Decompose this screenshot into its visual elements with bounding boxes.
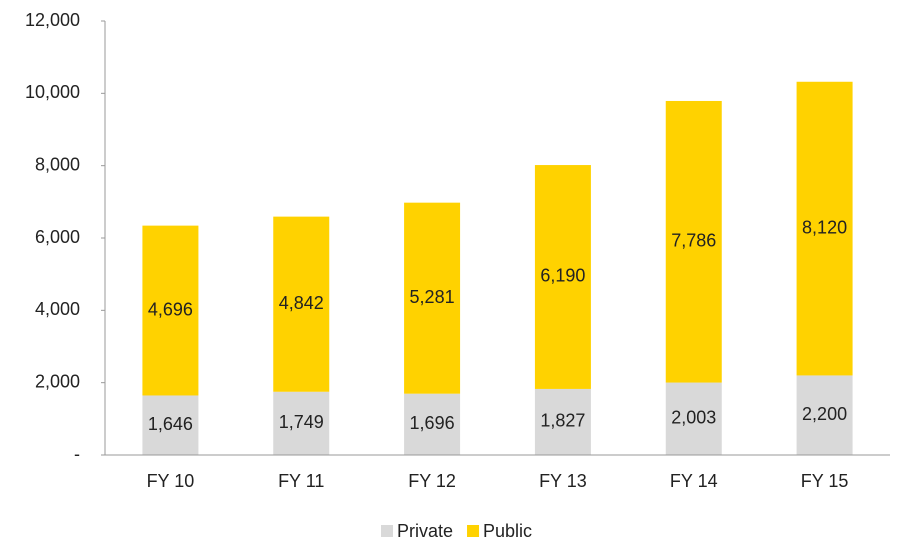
data-label: 1,696 — [410, 413, 455, 433]
bar-segment — [665, 100, 722, 383]
data-label: 2,200 — [802, 404, 847, 424]
bar-segment — [273, 391, 330, 455]
legend-label: Private — [397, 521, 453, 541]
x-tick-label: FY 15 — [801, 471, 849, 491]
bar-segment — [534, 388, 591, 455]
legend-swatch — [381, 525, 393, 537]
x-tick-label: FY 13 — [539, 471, 587, 491]
data-label: 4,696 — [148, 299, 193, 319]
x-tick-label: FY 12 — [408, 471, 456, 491]
data-label: 1,749 — [279, 412, 324, 432]
y-tick-label: - — [74, 444, 80, 464]
bar-segment — [534, 165, 591, 389]
x-tick-label: FY 14 — [670, 471, 718, 491]
bar-segment — [665, 382, 722, 455]
data-label: 6,190 — [540, 266, 585, 286]
bar-segment — [142, 225, 199, 396]
data-label: 2,003 — [671, 408, 716, 428]
data-label: 1,646 — [148, 414, 193, 434]
x-tick-label: FY 11 — [278, 471, 324, 491]
bar-segment — [404, 393, 461, 455]
y-tick-label: 6,000 — [35, 227, 80, 247]
data-label: 7,786 — [671, 231, 716, 251]
legend-label: Public — [483, 521, 532, 541]
data-label: 8,120 — [802, 217, 847, 237]
bar-segment — [142, 395, 199, 455]
y-tick-label: 4,000 — [35, 299, 80, 319]
data-label: 1,827 — [540, 411, 585, 431]
bar-segment — [273, 216, 330, 392]
y-tick-label: 8,000 — [35, 154, 80, 174]
y-tick-label: 10,000 — [25, 82, 80, 102]
y-tick-label: 2,000 — [35, 371, 80, 391]
x-tick-label: FY 10 — [147, 471, 195, 491]
bar-segment — [404, 202, 461, 394]
data-label: 4,842 — [279, 293, 324, 313]
y-tick-label: 12,000 — [25, 10, 80, 30]
bar-segment — [796, 81, 853, 376]
legend-swatch — [467, 525, 480, 537]
bar-segment — [796, 375, 853, 455]
data-label: 5,281 — [410, 287, 455, 307]
